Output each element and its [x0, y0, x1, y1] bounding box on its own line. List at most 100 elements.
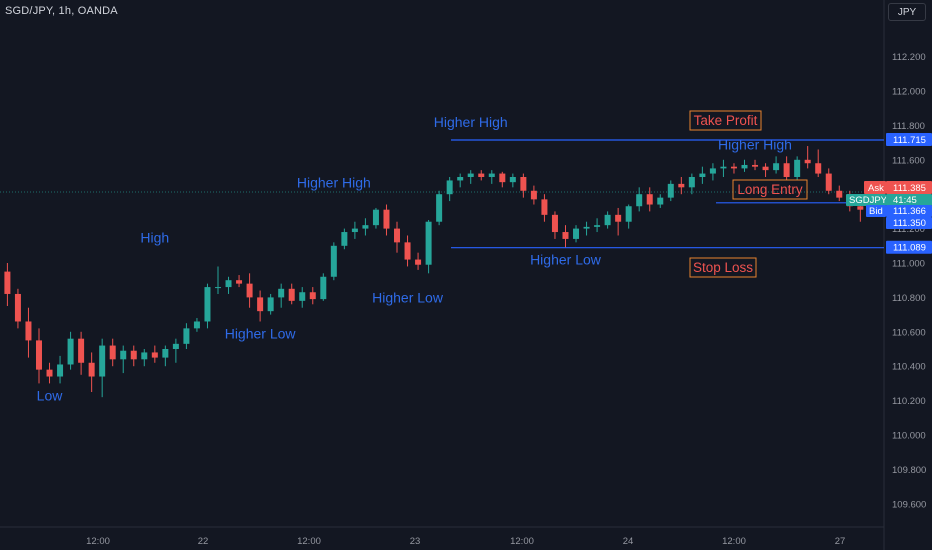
candle-body [752, 164, 759, 167]
candle-body [225, 280, 232, 288]
ask-label: Ask [868, 183, 884, 194]
candle-body [267, 297, 274, 312]
candle-body [320, 276, 327, 300]
candle-body [551, 214, 558, 233]
candle-body [720, 166, 727, 169]
candle-body [573, 228, 580, 239]
candle-body [78, 338, 85, 363]
candle-body [151, 352, 158, 358]
bid-price-tag-bg [886, 205, 932, 217]
candle-body [688, 177, 695, 188]
x-tick-label: 12:00 [510, 536, 534, 547]
candle-body [499, 173, 506, 183]
y-tick-label: 110.200 [892, 396, 926, 407]
y-tick-label: 112.200 [892, 52, 926, 63]
level-label-box [689, 110, 762, 131]
candle-body [446, 180, 453, 195]
swing-label: Higher High [297, 174, 371, 190]
candle-body [699, 173, 706, 177]
candle-body [172, 343, 179, 349]
candle-body [636, 194, 643, 207]
candle-body [667, 183, 674, 198]
candle-body [762, 166, 769, 171]
candle-body [309, 292, 316, 300]
candle-body [425, 221, 432, 265]
candle-body [604, 214, 611, 226]
candle-body [14, 293, 21, 322]
candle-body [436, 194, 443, 222]
candle-body [109, 345, 116, 360]
candlestick-series [4, 146, 885, 398]
take-profit-price-tag: 111.715 [893, 135, 926, 146]
bid-label: Bid [869, 206, 883, 217]
y-tick-label: 109.800 [892, 465, 926, 476]
candle-body [415, 259, 422, 265]
candle-body [204, 287, 211, 322]
stop-loss-price-tag: 111.089 [893, 243, 926, 254]
y-tick-label: 111.000 [892, 259, 925, 270]
bid-price-tag: 111.366 [893, 206, 926, 217]
swing-label: Higher High [718, 136, 792, 152]
currency-badge[interactable]: JPY [888, 3, 926, 21]
candle-body [141, 352, 148, 360]
symbol-title[interactable]: SGD/JPY, 1h, OANDA [5, 5, 118, 17]
candle-body [741, 164, 748, 169]
candle-body [183, 328, 190, 344]
candle-body [278, 288, 285, 298]
swing-label: High [140, 229, 169, 245]
candle-body [236, 280, 243, 284]
candle-body [709, 168, 716, 174]
price-axis[interactable]: 112.200 112.000 111.800 111.600 111.200 111.0… [892, 52, 926, 510]
trade-levels[interactable]: Take Profit Long Entry Stop Loss [451, 110, 884, 278]
x-tick-label: 27 [835, 536, 846, 547]
level-label-take-profit: Take Profit [694, 113, 758, 128]
candle-body [594, 225, 601, 227]
candle-body [99, 345, 106, 377]
countdown-tag: 41:45 [893, 195, 917, 206]
y-tick-label: 112.000 [892, 87, 926, 98]
y-tick-label: 109.600 [892, 499, 926, 510]
level-label-box [732, 179, 808, 200]
candle-body [478, 173, 485, 177]
ask-label-bg [864, 181, 886, 194]
candle-body [394, 228, 401, 243]
y-tick-label: 110.800 [892, 293, 926, 304]
candle-body [815, 163, 822, 174]
candle-body [646, 194, 653, 205]
candle-body [162, 349, 169, 358]
candle-body [530, 190, 537, 200]
take-profit-price-tag-bg [886, 133, 932, 147]
candle-body [583, 226, 590, 229]
candle-body [488, 173, 495, 177]
candle-body [825, 173, 832, 191]
y-tick-label: 110.600 [892, 327, 926, 338]
swing-label: Higher Low [225, 326, 297, 342]
level-label-box [689, 257, 757, 278]
candle-body [372, 209, 379, 226]
candle-body [730, 166, 737, 169]
swing-label: Higher Low [372, 290, 444, 306]
candle-body [351, 228, 358, 233]
candle-body [467, 173, 474, 177]
candle-body [330, 245, 337, 277]
candle-body [520, 177, 527, 191]
candle-body [67, 338, 74, 365]
candle-body [257, 297, 264, 312]
candle-body [35, 340, 42, 370]
ask-price-tag: 111.385 [893, 183, 926, 194]
candle-body [509, 177, 516, 183]
y-tick-label: 111.600 [892, 155, 925, 166]
candle-body [88, 362, 95, 377]
ask-price-tag-bg [886, 181, 932, 194]
level-label-long-entry: Long Entry [737, 182, 803, 197]
candle-body [804, 159, 811, 164]
candle-body [836, 190, 843, 198]
stop-loss-price-tag-bg [886, 240, 932, 254]
time-axis[interactable]: 12:00 22 12:00 23 12:00 24 12:00 27 [86, 536, 845, 547]
candle-body [562, 232, 569, 239]
candle-body [773, 163, 780, 171]
x-tick-label: 23 [410, 536, 421, 547]
countdown-tag-bg [886, 194, 932, 206]
